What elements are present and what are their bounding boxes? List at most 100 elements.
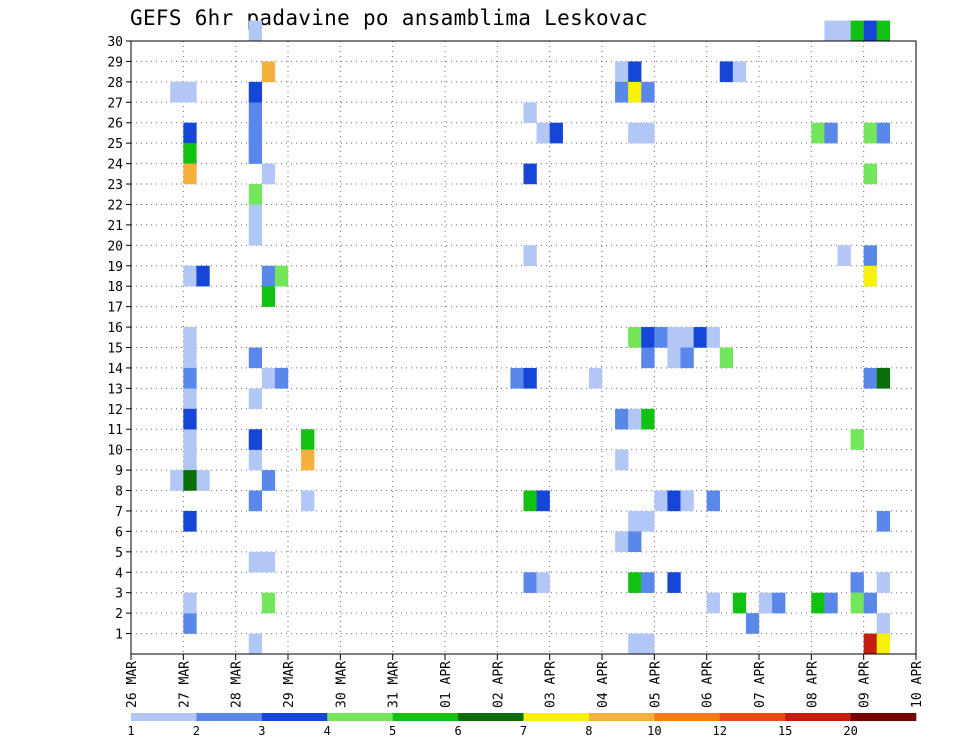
heatmap-cell: [863, 265, 877, 287]
x-tick-label: 07 APR: [753, 661, 768, 708]
heatmap-cell: [706, 327, 720, 348]
heatmap-cell: [876, 367, 891, 389]
y-tick-label: 20: [107, 239, 123, 254]
heatmap-cell: [549, 122, 563, 144]
heatmap-cell: [706, 592, 720, 614]
heatmap-cell: [183, 449, 197, 471]
heatmap-cell: [523, 245, 537, 266]
heatmap-cell: [628, 510, 642, 532]
y-tick-label: 12: [107, 403, 123, 418]
legend-swatch: [785, 713, 851, 721]
heatmap-cell: [876, 20, 891, 42]
heatmap-cell: [523, 163, 537, 185]
legend-swatch: [261, 713, 328, 721]
heatmap-cell: [248, 388, 263, 409]
heatmap-cell: [588, 367, 603, 389]
y-tick-label: 6: [115, 525, 123, 540]
y-tick-label: 10: [107, 444, 123, 459]
y-tick-label: 4: [115, 566, 123, 581]
heatmap-cell: [628, 633, 642, 655]
x-tick-label: 06 APR: [701, 661, 716, 708]
x-tick-label: 01 APR: [439, 661, 454, 708]
heatmap-cell: [850, 592, 864, 614]
heatmap-cell: [248, 633, 263, 655]
heatmap-cell: [183, 510, 197, 532]
heatmap-cell: [876, 510, 891, 532]
heatmap-cell: [863, 592, 877, 614]
heatmap-cell: [248, 102, 263, 123]
heatmap-cell: [837, 20, 851, 42]
legend-swatch: [131, 713, 197, 721]
heatmap-cell: [248, 143, 263, 164]
heatmap-cell: [170, 81, 184, 103]
heatmap-cell: [301, 490, 315, 512]
legend-label: 20: [843, 724, 857, 738]
heatmap-cell: [628, 81, 642, 103]
heatmap-cell: [196, 470, 210, 491]
heatmap-cell: [248, 184, 263, 205]
heatmap-cell: [863, 163, 877, 185]
heatmap-cell: [248, 20, 263, 42]
x-tick-label: 31 MAR: [387, 661, 402, 708]
heatmap-cell: [706, 490, 720, 512]
x-tick-label: 28 MAR: [230, 661, 245, 708]
legend-label: 7: [520, 724, 527, 738]
heatmap-cell: [876, 572, 891, 593]
data-cells: [170, 20, 891, 655]
heatmap-cell: [183, 81, 197, 103]
y-tick-label: 17: [107, 301, 123, 316]
heatmap-cell: [654, 490, 668, 512]
y-tick-label: 28: [107, 76, 123, 91]
heatmap-cell: [183, 347, 197, 369]
y-tick-label: 15: [107, 342, 123, 357]
heatmap-cell: [641, 408, 655, 430]
heatmap-cell: [615, 531, 629, 553]
y-tick-label: 27: [107, 96, 123, 111]
heatmap-cell: [261, 163, 276, 185]
heatmap-cell: [183, 265, 197, 287]
heatmap-cell: [523, 572, 537, 593]
y-tick-label: 23: [107, 178, 123, 193]
y-tick-label: 25: [107, 137, 123, 152]
y-tick-label: 9: [115, 464, 123, 479]
y-tick-label: 18: [107, 280, 123, 295]
x-tick-label: 03 APR: [544, 661, 559, 708]
legend-swatch: [654, 713, 721, 721]
legend-swatch: [327, 713, 393, 721]
heatmap-cell: [745, 613, 760, 634]
y-tick-label: 14: [107, 362, 123, 377]
y-tick-label: 16: [107, 321, 123, 336]
heatmap-cell: [719, 347, 734, 369]
x-tick-label: 04 APR: [596, 661, 611, 708]
heatmap-cell: [837, 245, 851, 266]
heatmap-cell: [261, 265, 276, 287]
legend-swatch: [458, 713, 524, 721]
heatmap-cell: [641, 327, 655, 348]
y-tick-label: 19: [107, 260, 123, 275]
y-tick-label: 30: [107, 35, 123, 50]
heatmap-cell: [183, 613, 197, 634]
heatmap-cell: [615, 408, 629, 430]
heatmap-cell: [628, 122, 642, 144]
heatmap-cell: [824, 592, 838, 614]
heatmap-cell: [536, 490, 550, 512]
y-tick-label: 21: [107, 219, 123, 234]
y-tick-label: 2: [115, 607, 123, 622]
color-legend: 1 2 3 4 5 6 7 8 10 12 15 20: [127, 713, 917, 738]
x-tick-label: 02 APR: [491, 661, 506, 708]
legend-swatch: [850, 713, 917, 721]
heatmap-cell: [732, 592, 747, 614]
heatmap-cell: [850, 429, 864, 450]
heatmap-cell: [248, 204, 263, 226]
heatmap-cell: [523, 102, 537, 123]
y-tick-label: 11: [107, 423, 123, 438]
heatmap-cell: [170, 470, 184, 491]
heatmap-cell: [863, 245, 877, 266]
y-tick-label: 24: [107, 158, 123, 173]
heatmap-cell: [693, 327, 707, 348]
heatmap-cell: [196, 265, 210, 287]
heatmap-cell: [183, 470, 197, 491]
heatmap-cell: [641, 347, 655, 369]
heatmap-cell: [274, 265, 289, 287]
heatmap-cell: [248, 347, 263, 369]
